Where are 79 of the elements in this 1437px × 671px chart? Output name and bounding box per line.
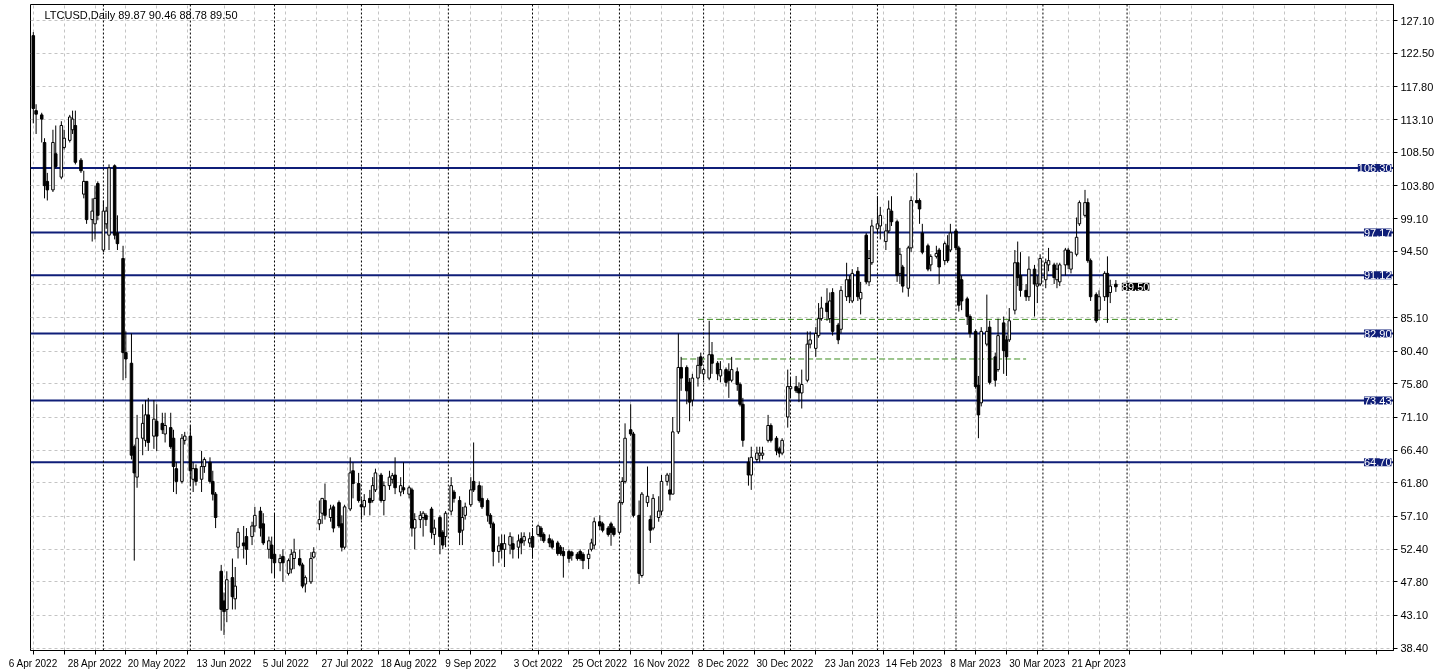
candlestick [749,446,754,491]
candlestick [152,399,156,450]
y-tick-label: 66.40 [1400,444,1429,457]
y-tick-label: 103.80 [1400,179,1435,192]
y-tick-label: 99.10 [1400,212,1429,225]
candlestick [499,533,504,560]
x-tick-label: 16 Nov 2022 [633,657,691,669]
candlestick [39,112,44,143]
ref-line-label: 82.90 [1363,327,1392,340]
candlestick [323,483,327,521]
x-tick-label: 18 Aug 2022 [380,657,438,669]
y-tick-label: 127.10 [1400,14,1435,27]
candlestick [707,320,711,381]
y-tick-label: 47.80 [1400,575,1429,588]
y-tick-label: 61.80 [1400,476,1429,489]
candlestick [317,500,322,531]
candlestick [1114,279,1118,293]
x-tick-label: 27 Jul 2022 [321,657,374,669]
candlestick [480,485,484,510]
candlestick [715,360,720,381]
y-tick-label: 122.50 [1400,47,1435,60]
y-tick-label: 94.50 [1400,245,1429,258]
y-tick-label: 71.10 [1400,411,1429,424]
candlestick [281,548,285,583]
candlestick [519,531,524,555]
candlestick [727,362,731,399]
x-tick-label: 8 Mar 2023 [950,657,1002,669]
candlestick [438,514,442,555]
x-tick-label: 21 Apr 2023 [1071,657,1127,669]
x-tick-label: 13 Jun 2022 [196,657,252,669]
x-tick-label: 30 Dec 2022 [756,657,814,669]
ref-line-label: 106.30 [1357,161,1392,174]
candlestick [1069,251,1073,274]
x-tick-label: 6 Apr 2022 [8,657,58,669]
candlestick [163,412,167,443]
candlestick [497,536,501,564]
ref-line-label: 73.43 [1363,394,1392,407]
y-tick-label: 80.40 [1400,345,1429,358]
x-tick-label: 3 Oct 2022 [513,657,564,669]
y-tick-label: 108.50 [1400,146,1435,159]
y-tick-label: 38.40 [1400,642,1429,655]
y-tick-label: 75.80 [1400,377,1429,390]
candlestick [292,538,296,570]
x-tick-label: 5 Jul 2022 [262,657,310,669]
candlestick [1058,262,1062,287]
chart-title: LTCUSD,Daily 89.87 90.46 88.78 89.50 [44,8,238,21]
y-tick-label: 43.10 [1400,609,1429,622]
x-tick-label: 9 Sep 2022 [445,657,497,669]
y-tick-label: 85.10 [1400,311,1429,324]
candlestick [309,551,313,585]
candlestick [236,527,240,560]
candlestick [718,360,723,383]
candlestick [401,461,406,495]
x-tick-label: 25 Oct 2022 [572,657,628,669]
annotation: 89.50 [1121,280,1150,293]
x-tick-label: 8 Dec 2022 [697,657,750,669]
ref-line-label: 64.70 [1363,456,1392,469]
y-tick-label: 113.10 [1400,113,1434,126]
x-tick-label: 23 Jan 2023 [824,657,881,669]
candlestick [508,531,512,555]
x-tick-label: 30 Mar 2023 [1009,657,1066,669]
y-tick-label: 117.80 [1400,80,1434,93]
candlestick [241,525,246,560]
y-tick-label: 52.40 [1400,543,1429,556]
candlestick [1097,289,1101,320]
candlestick [917,197,922,225]
candlestick [920,223,925,255]
y-tick-label: 57.10 [1400,510,1429,523]
ref-line-label: 97.17 [1363,226,1392,239]
candlestick [696,356,700,388]
candlestick [581,551,585,570]
candlestick [511,536,515,560]
x-tick-label: 14 Feb 2023 [885,657,943,669]
candlestick [825,287,829,322]
ref-line-label: 91.12 [1363,269,1392,282]
x-tick-label: 28 Apr 2022 [67,657,123,669]
candlestick [1066,247,1070,270]
x-tick-label: 20 May 2022 [127,657,187,669]
candlestick [1052,262,1056,285]
